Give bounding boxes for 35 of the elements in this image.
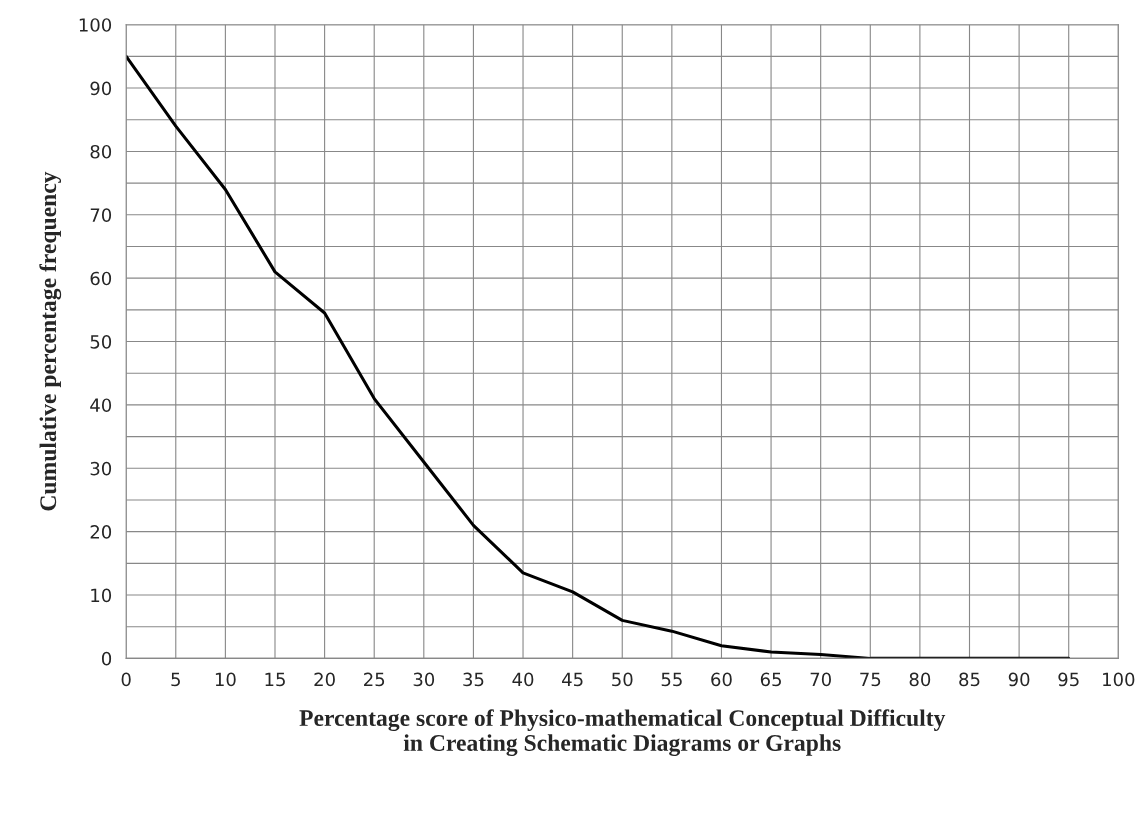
line-series <box>126 54 1071 659</box>
x-tick-label: 95 <box>1058 672 1079 687</box>
x-tick-label: 90 <box>1008 672 1030 687</box>
x-axis-title: Percentage score of Physico-mathematical Conceptual Difficulty in Creating Schematic Diagrams or Graphs <box>299 709 946 756</box>
y-tick-label: 40 <box>90 398 112 413</box>
y-tick-label: 30 <box>90 461 112 476</box>
y-axis-title: Cumulative percentage frequency <box>39 171 62 511</box>
x-tick-label: 20 <box>314 672 335 687</box>
x-tick-label: 30 <box>413 672 435 687</box>
x-tick-label: 15 <box>265 672 285 687</box>
x-tick-label: 60 <box>711 672 732 687</box>
x-tick-label: 45 <box>562 672 583 687</box>
x-tick-label: 0 <box>121 672 131 687</box>
y-tick-label: 0 <box>101 651 112 666</box>
y-tick-label: 60 <box>90 271 112 286</box>
y-tick-label: 10 <box>91 588 112 603</box>
y-tick-label: 70 <box>90 208 112 222</box>
y-tick-label: 20 <box>90 525 112 539</box>
x-tick-label: 35 <box>463 672 484 687</box>
x-tick-label: 100 <box>1103 672 1135 687</box>
x-tick-label: 25 <box>364 672 385 687</box>
x-tick-label: 10 <box>215 672 236 687</box>
x-tick-label: 40 <box>512 672 534 687</box>
x-tick-label: 75 <box>860 672 881 687</box>
x-tick-label: 50 <box>612 672 633 687</box>
y-tick-label: 100 <box>79 18 112 32</box>
x-tick-label: 65 <box>760 672 781 687</box>
x-tick-label: 55 <box>661 672 682 687</box>
y-tick-label: 90 <box>90 81 112 96</box>
y-tick-label: 50 <box>90 335 112 349</box>
x-tick-label: 85 <box>959 672 980 687</box>
y-tick-label: 80 <box>90 144 112 159</box>
x-tick-label: 80 <box>909 672 931 687</box>
x-tick-label: 5 <box>171 672 180 687</box>
x-tick-label: 70 <box>810 672 831 687</box>
